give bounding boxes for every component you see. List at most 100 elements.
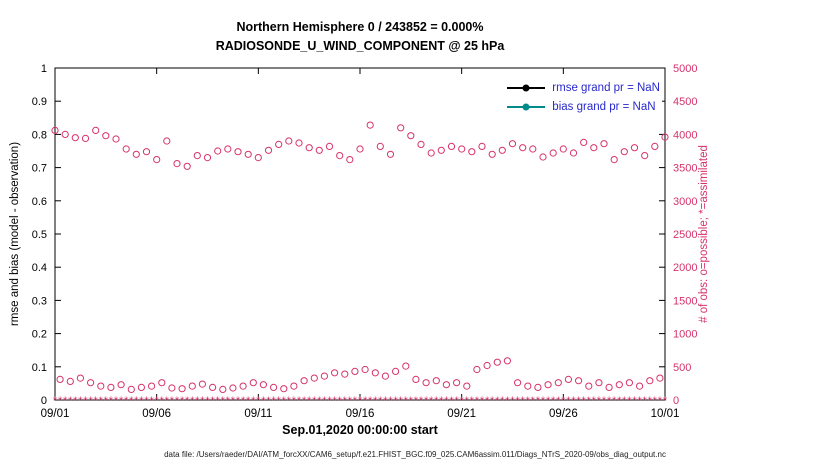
assimilated-obs-marker: * [531, 395, 536, 407]
possible-obs-minor-times-marker [239, 382, 247, 390]
possible-obs-minor-times-marker [341, 370, 349, 378]
assimilated-obs-marker: * [221, 395, 226, 407]
assimilated-obs-marker: * [622, 395, 627, 407]
y-right-tick-label: 4500 [673, 96, 697, 108]
assimilated-obs-marker: * [470, 395, 475, 407]
possible-obs-major-times-marker [173, 160, 181, 168]
possible-obs-major-times-marker [112, 135, 120, 143]
assimilated-obs-marker: * [119, 395, 124, 407]
assimilated-obs-marker: * [261, 395, 266, 407]
possible-obs-minor-times-marker [534, 383, 542, 391]
possible-obs-major-times-marker [549, 149, 557, 157]
possible-obs-minor-times-marker [229, 384, 237, 392]
assimilated-obs-marker: * [404, 395, 409, 407]
possible-obs-major-times-marker [468, 148, 476, 156]
possible-obs-minor-times-marker [280, 385, 288, 393]
possible-obs-major-times-marker [661, 133, 669, 141]
y-right-tick-label: 0 [673, 395, 679, 407]
possible-obs-major-times-marker [244, 150, 252, 158]
possible-obs-major-times-marker [529, 145, 537, 153]
assimilated-obs-marker: * [155, 395, 160, 407]
assimilated-obs-marker: * [571, 395, 576, 407]
possible-obs-minor-times-marker [361, 365, 369, 374]
assimilated-obs-marker: * [99, 395, 104, 407]
possible-obs-minor-times-marker [442, 381, 450, 389]
possible-obs-minor-times-marker [575, 377, 583, 385]
assimilated-obs-marker: * [83, 395, 88, 407]
possible-obs-minor-times-marker [625, 379, 634, 387]
assimilated-obs-marker: * [226, 395, 231, 407]
assimilated-obs-marker: * [632, 395, 637, 407]
possible-obs-minor-times-marker [137, 383, 145, 391]
assimilated-obs-marker: * [129, 395, 134, 407]
assimilated-obs-marker: * [399, 395, 404, 407]
bias-line-marker-sample [507, 102, 546, 111]
assimilated-obs-marker: * [454, 395, 459, 407]
y-right-tick-label: 500 [673, 362, 691, 374]
possible-obs-major-times-marker [203, 154, 212, 162]
assimilated-obs-marker: * [73, 395, 78, 407]
assimilated-obs-marker: * [388, 395, 393, 407]
possible-obs-minor-times-marker [168, 384, 176, 392]
y-right-axis-label: # of obs: o=possible; *=assimilated [698, 145, 710, 323]
assimilated-obs-marker: * [449, 395, 454, 407]
assimilated-obs-marker: * [510, 395, 515, 407]
assimilated-obs-marker: * [292, 395, 297, 407]
possible-obs-major-times-marker [234, 148, 242, 156]
assimilated-obs-marker: * [277, 395, 282, 407]
assimilated-obs-marker: * [383, 395, 388, 407]
possible-obs-minor-times-marker [259, 381, 267, 389]
possible-obs-major-times-marker [417, 140, 425, 148]
possible-obs-major-times-marker [336, 152, 344, 160]
possible-obs-major-times-marker [569, 149, 578, 157]
assimilated-obs-marker: * [556, 395, 561, 407]
possible-obs-major-times-marker [315, 146, 323, 154]
assimilated-obs-marker: * [582, 395, 587, 407]
possible-obs-minor-times-marker [483, 361, 491, 370]
possible-obs-minor-times-marker [422, 379, 430, 387]
assimilated-obs-marker: * [429, 395, 434, 407]
assimilated-obs-marker: * [627, 395, 632, 407]
possible-obs-major-times-marker [427, 149, 435, 157]
possible-obs-major-times-marker [559, 145, 567, 153]
possible-obs-minor-times-marker [320, 372, 328, 380]
possible-obs-minor-times-marker [585, 382, 593, 390]
possible-obs-minor-times-marker [524, 382, 532, 390]
assimilated-obs-marker: * [424, 395, 429, 407]
assimilated-obs-marker: * [58, 395, 63, 407]
possible-obs-major-times-marker [285, 137, 293, 145]
assimilated-obs-marker: * [68, 395, 73, 407]
possible-obs-minor-times-marker [636, 382, 644, 390]
assimilated-obs-marker: * [495, 395, 500, 407]
y-left-tick-label: 0.1 [32, 362, 47, 374]
possible-obs-minor-times-marker [117, 381, 125, 389]
y-right-tick-label: 4000 [673, 129, 697, 141]
assimilated-obs-marker: * [78, 395, 83, 407]
possible-obs-minor-times-marker [493, 358, 501, 366]
assimilated-obs-marker: * [287, 395, 292, 407]
possible-obs-minor-times-marker [392, 367, 400, 375]
assimilated-obs-marker: * [475, 395, 480, 407]
possible-obs-major-times-marker [142, 148, 151, 156]
possible-obs-minor-times-marker [76, 374, 85, 382]
possible-obs-major-times-marker [590, 144, 598, 152]
assimilated-obs-marker: * [282, 395, 287, 407]
assimilated-obs-marker: * [460, 395, 465, 407]
possible-obs-minor-times-marker [544, 381, 552, 389]
possible-obs-minor-times-marker [463, 382, 471, 390]
rmse-line-marker-sample [507, 83, 546, 92]
assimilated-obs-marker: * [338, 395, 343, 407]
possible-obs-major-times-marker [488, 150, 496, 158]
y-right-tick-label: 2500 [673, 229, 697, 241]
assimilated-obs-marker: * [541, 395, 546, 407]
possible-obs-major-times-marker [61, 130, 69, 138]
possible-obs-minor-times-marker [310, 374, 318, 382]
possible-obs-major-times-marker [519, 144, 527, 152]
possible-obs-minor-times-marker [615, 381, 623, 389]
possible-obs-major-times-marker [346, 156, 354, 164]
possible-obs-minor-times-marker [331, 369, 339, 377]
possible-obs-minor-times-marker [402, 362, 410, 370]
possible-obs-major-times-marker [386, 150, 395, 158]
possible-obs-minor-times-marker [107, 383, 115, 391]
assimilated-obs-marker: * [139, 395, 144, 407]
